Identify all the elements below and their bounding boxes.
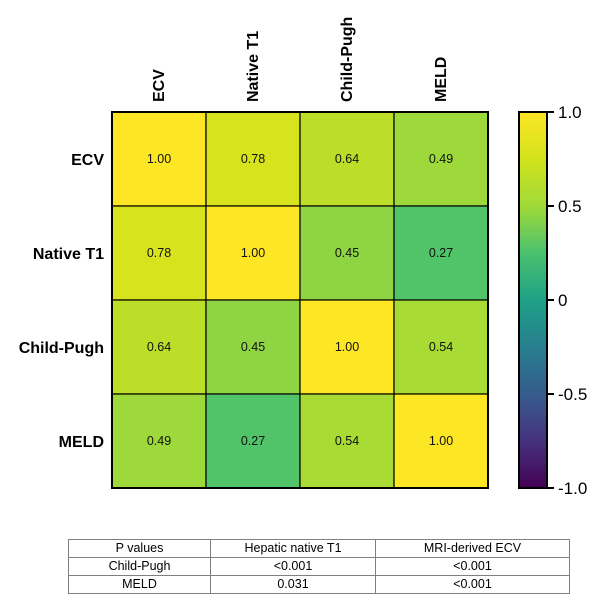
table-cell: <0.001: [210, 557, 376, 576]
x-axis-label: ECV: [151, 69, 168, 102]
cell-value-label: 0.27: [429, 246, 453, 260]
cell-value-label: 0.64: [147, 340, 171, 354]
table-header-cell: MRI-derived ECV: [375, 539, 570, 558]
y-axis-label: Native T1: [33, 246, 104, 263]
heatmap-cell: [393, 299, 489, 395]
x-axis-label: Native T1: [245, 31, 262, 102]
heatmap-cell: [205, 393, 301, 489]
table-row: MELD 0.031 <0.001: [68, 575, 570, 594]
table-cell: Child-Pugh: [68, 557, 211, 576]
cell-value-label: 1.00: [335, 340, 359, 354]
cell-value-label: 0.78: [241, 152, 265, 166]
colorbar-tick-label: 1.0: [558, 103, 582, 122]
cell-value-label: 0.45: [241, 340, 265, 354]
table-header-cell: Hepatic native T1: [210, 539, 376, 558]
table-header-row: P values Hepatic native T1 MRI-derived E…: [68, 539, 570, 558]
cell-value-label: 0.45: [335, 246, 359, 260]
heatmap-cell: [205, 299, 301, 395]
x-axis-labels: ECV Native T1 Child-Pugh MELD: [151, 17, 450, 102]
cell-value-label: 0.54: [335, 434, 359, 448]
colorbar-ticks: 1.0 0.5 0 -0.5 -1.0: [547, 103, 587, 498]
table-cell: <0.001: [375, 557, 570, 576]
table-header-cell: P values: [68, 539, 211, 558]
heatmap-cell: [111, 111, 207, 207]
heatmap-cell: [205, 205, 301, 301]
colorbar-tick-label: -1.0: [558, 479, 587, 498]
heatmap-cell: [393, 111, 489, 207]
colorbar-tick-label: 0: [558, 291, 567, 310]
y-axis-label: ECV: [71, 152, 104, 169]
cell-value-label: 0.49: [429, 152, 453, 166]
correlation-heatmap: 1.00 0.78 0.64 0.490.78 1.00 0.45 0.270.64 0.45…: [19, 17, 588, 498]
cell-value-label: 1.00: [241, 246, 265, 260]
colorbar-tick-label: -0.5: [558, 385, 587, 404]
table-row: Child-Pugh <0.001 <0.001: [68, 557, 570, 576]
y-axis-labels: ECV Native T1 Child-Pugh MELD: [19, 152, 105, 451]
x-axis-label: MELD: [433, 57, 450, 102]
heatmap-cell: [111, 205, 207, 301]
y-axis-label: MELD: [59, 434, 104, 451]
heatmap-cell: [111, 393, 207, 489]
y-axis-label: Child-Pugh: [19, 340, 104, 357]
heatmap-frame: [111, 111, 489, 489]
colorbar: [518, 111, 548, 489]
table-cell: <0.001: [375, 575, 570, 594]
cell-value-label: 0.78: [147, 246, 171, 260]
heatmap-cells: 1.00 0.78 0.64 0.49 0.78 1.00 0.45 0.27 0.64 0.45…: [111, 111, 489, 489]
heatmap-cell: [393, 393, 489, 489]
heatmap-cell: [393, 205, 489, 301]
cell-value-label: 0.54: [429, 340, 453, 354]
cell-value-label: 0.49: [147, 434, 171, 448]
p-values-table: P values Hepatic native T1 MRI-derived E…: [68, 539, 570, 594]
cell-value-label: 0.27: [241, 434, 265, 448]
heatmap-cell: [205, 111, 301, 207]
cell-value-label: 0.64: [335, 152, 359, 166]
cell-value-label: 1.00: [429, 434, 453, 448]
cell-value-label: 1.00: [147, 152, 171, 166]
table-cell: MELD: [68, 575, 211, 594]
table-cell: 0.031: [210, 575, 376, 594]
x-axis-label: Child-Pugh: [339, 17, 356, 102]
colorbar-tick-label: 0.5: [558, 197, 582, 216]
